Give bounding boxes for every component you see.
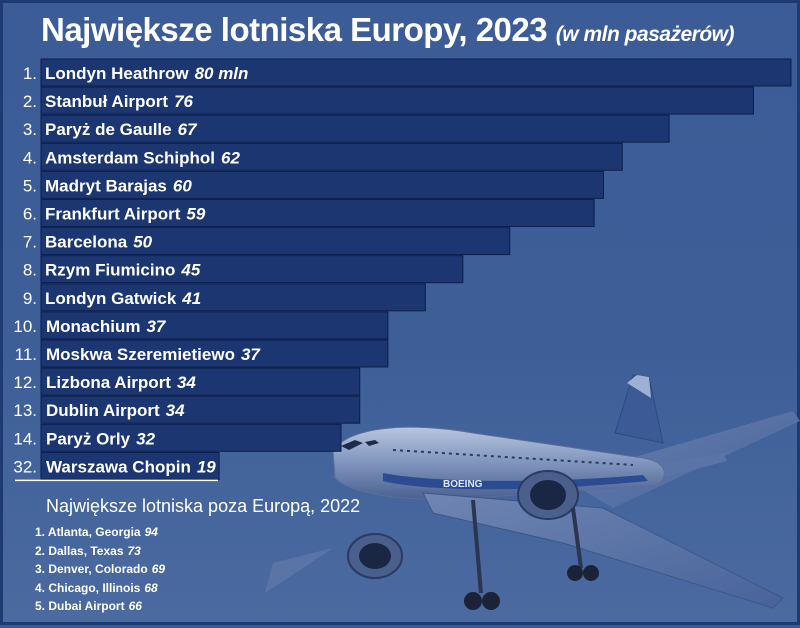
- bar-label: Londyn Gatwick 41: [45, 289, 201, 308]
- airport-name: Londyn Gatwick: [45, 289, 177, 308]
- airport-label: 2. Dallas, Texas: [35, 543, 124, 558]
- airplane-illustration: BOEING: [265, 374, 800, 610]
- airport-name: Madryt Barajas: [45, 176, 167, 195]
- bar-rank-label: 4.: [23, 148, 37, 167]
- data-label: 32: [136, 429, 155, 448]
- list-item: 3. Denver, Colorado 69: [35, 562, 165, 581]
- data-label: 37: [241, 345, 261, 364]
- outside-europe-title: Największe lotniska poza Europą, 2022: [46, 496, 361, 516]
- airport-name: Londyn Heathrow: [45, 64, 189, 83]
- airport-label: 5. Dubai Airport: [35, 599, 125, 613]
- data-label: 76: [174, 92, 193, 111]
- airport-label: 4. Chicago, Illinois: [35, 580, 141, 595]
- bar-label: Frankfurt Airport 59: [45, 205, 206, 224]
- bar-label: Stanbuł Airport 76: [45, 92, 194, 111]
- data-label: 60: [173, 176, 192, 195]
- bar-label: Madryt Barajas 60: [45, 176, 192, 195]
- bar-rank-label: 14.: [13, 429, 37, 448]
- bar-7: [40, 227, 511, 256]
- chart-title: Największe lotniska Europy, 2023 (w mln …: [41, 11, 735, 49]
- bar-1: [40, 58, 792, 87]
- airport-value: 94: [144, 525, 158, 539]
- bar-label: Moskwa Szeremietiewo 37: [46, 345, 261, 364]
- data-label: 59: [186, 205, 205, 224]
- airport-value: 66: [128, 599, 142, 613]
- data-label: 45: [180, 261, 200, 280]
- data-label: 37: [146, 317, 166, 336]
- bar-rank-label: 13.: [13, 401, 37, 420]
- bar-2: [40, 86, 754, 115]
- bar-8: [40, 255, 464, 284]
- bar-label: Monachium 37: [46, 317, 167, 336]
- list-item: 4. Chicago, Illinois 68: [35, 581, 165, 600]
- outside-europe-list: 1. Atlanta, Georgia 94 2. Dallas, Texas 73 3…: [35, 525, 165, 618]
- airport-name: Lizbona Airport: [46, 373, 171, 392]
- bar-rank-label: 11.: [15, 345, 37, 364]
- bar-label: Paryż de Gaulle 67: [45, 120, 198, 139]
- bar-11: [40, 339, 389, 368]
- bar-chart: 1. Londyn Heathrow 80 mln 2. Stanbuł Airport…: [13, 58, 792, 482]
- list-item: 2. Dallas, Texas 73: [35, 544, 165, 563]
- data-label: 67: [178, 120, 198, 139]
- bar-rank-label: 7.: [23, 233, 37, 252]
- bar-rank-label: 8.: [23, 261, 37, 280]
- airport-name: Frankfurt Airport: [45, 205, 181, 224]
- list-item: 5. Dubai Airport 66: [35, 599, 165, 618]
- bar-label: Barcelona 50: [45, 233, 153, 252]
- bar-label: Dublin Airport 34: [46, 401, 185, 420]
- bar-label: Amsterdam Schiphol 62: [45, 148, 241, 167]
- bar-rank-label: 3.: [23, 120, 37, 139]
- bar-rank-label: 5.: [23, 176, 37, 195]
- airport-name: Warszawa Chopin: [46, 457, 191, 476]
- airport-name: Paryż Orly: [46, 429, 131, 448]
- bar-rank-label: 1.: [23, 64, 37, 83]
- data-label: 34: [177, 373, 196, 392]
- airport-label: 3. Denver, Colorado: [35, 562, 148, 576]
- bar-15: [40, 451, 220, 480]
- airport-name: Monachium: [46, 317, 140, 336]
- data-label: 41: [181, 289, 201, 308]
- bar-5: [40, 170, 604, 199]
- airport-value: 68: [144, 580, 158, 595]
- list-item: 1. Atlanta, Georgia 94: [35, 525, 165, 544]
- airport-name: Paryż de Gaulle: [45, 120, 172, 139]
- data-label: 62: [221, 148, 240, 167]
- airport-name: Rzym Fiumicino: [45, 261, 175, 280]
- bar-label: Lizbona Airport 34: [46, 373, 196, 392]
- bar-3: [40, 114, 670, 143]
- bar-12: [40, 367, 361, 396]
- airport-name: Barcelona: [45, 233, 128, 252]
- bar-label: Londyn Heathrow 80 mln: [45, 64, 248, 83]
- bar-14: [40, 423, 342, 452]
- airport-name: Stanbuł Airport: [45, 92, 168, 111]
- airport-name: Dublin Airport: [46, 401, 160, 420]
- airport-value: 69: [151, 562, 166, 576]
- livery-text: BOEING: [443, 479, 483, 490]
- title-main: Największe lotniska Europy, 2023: [41, 11, 548, 48]
- airport-name: Amsterdam Schiphol: [45, 148, 215, 167]
- bar-rank-label: 12.: [13, 373, 37, 392]
- airport-label: 1. Atlanta, Georgia: [35, 525, 141, 539]
- airport-value: 73: [127, 543, 141, 558]
- bar-label: Rzym Fiumicino 45: [45, 261, 201, 280]
- bar-rank-label: 32.: [13, 457, 37, 476]
- data-label: 80 mln: [195, 64, 249, 83]
- bar-13: [40, 395, 361, 424]
- data-label: 19: [197, 457, 216, 476]
- bar-9: [40, 283, 426, 312]
- bar-rank-label: 6.: [23, 205, 37, 224]
- bar-rank-label: 9.: [23, 289, 37, 308]
- bar-6: [40, 199, 595, 227]
- bar-rank-label: 2.: [23, 92, 37, 111]
- bar-10: [40, 311, 389, 340]
- bar-label: Warszawa Chopin 19: [46, 457, 216, 476]
- bar-label: Paryż Orly 32: [46, 429, 156, 448]
- title-unit: (w mln pasażerów): [555, 23, 735, 46]
- bar-rank-label: 10.: [13, 317, 37, 336]
- airport-name: Moskwa Szeremietiewo: [46, 345, 235, 364]
- bar-4: [40, 142, 623, 171]
- data-label: 50: [133, 233, 152, 252]
- data-label: 34: [166, 401, 185, 420]
